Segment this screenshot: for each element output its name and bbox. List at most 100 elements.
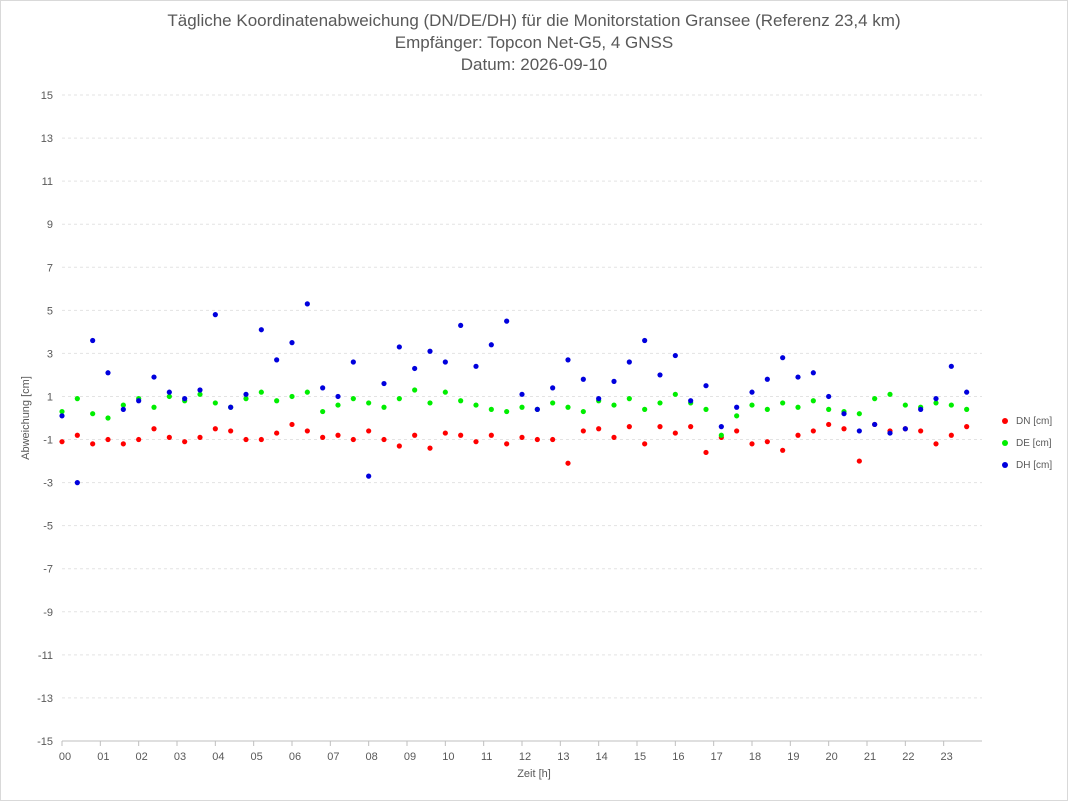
y-tick-label: -5 <box>43 521 53 533</box>
x-tick-label: 01 <box>97 751 109 763</box>
data-point-de <box>320 408 326 415</box>
data-point-de <box>212 400 218 406</box>
data-point-dh <box>258 327 264 333</box>
y-tick-label: 7 <box>47 262 53 274</box>
data-point-de <box>90 411 96 417</box>
y-tick-label: 9 <box>47 219 53 231</box>
data-point-de <box>795 404 801 410</box>
data-point-dn <box>933 441 939 447</box>
x-tick-label: 13 <box>557 751 569 763</box>
data-point-de <box>948 402 954 408</box>
data-point-dh <box>550 385 556 391</box>
x-tick-label: 22 <box>902 751 914 763</box>
x-tick-label: 19 <box>787 751 799 763</box>
data-point-dn <box>197 434 203 440</box>
data-point-dn <box>442 430 448 436</box>
data-point-dn <box>258 436 264 443</box>
data-point-dn <box>841 426 847 432</box>
data-point-dn <box>320 434 326 440</box>
data-point-dn <box>504 441 510 447</box>
chart-titles: Tägliche Koordinatenabweichung (DN/DE/DH… <box>0 10 1068 76</box>
data-point-dn <box>688 424 694 430</box>
y-tick-label: -7 <box>43 564 53 576</box>
data-point-dh <box>795 374 801 380</box>
data-point-dn <box>749 441 755 447</box>
data-point-dn <box>59 439 65 445</box>
data-point-dn <box>274 430 280 436</box>
legend-marker-de <box>1002 440 1008 446</box>
data-point-de <box>780 400 786 406</box>
data-point-de <box>872 396 878 402</box>
data-point-de <box>412 387 418 393</box>
data-point-dn <box>366 428 372 434</box>
data-point-dh <box>105 370 111 376</box>
y-tick-label: -1 <box>43 435 53 447</box>
data-point-dh <box>90 337 96 344</box>
data-point-dh <box>749 389 755 395</box>
data-point-dn <box>550 436 556 443</box>
data-point-de <box>749 402 755 408</box>
y-tick-label: 3 <box>47 348 53 360</box>
data-point-de <box>611 402 617 408</box>
data-point-dh <box>412 365 418 372</box>
data-point-dn <box>304 428 310 434</box>
data-point-dn <box>335 432 341 438</box>
legend-marker-dh <box>1002 462 1008 468</box>
data-point-dn <box>795 432 801 438</box>
x-tick-label: 11 <box>481 751 492 763</box>
data-point-de <box>703 406 709 412</box>
data-point-dn <box>672 430 678 436</box>
data-point-de <box>458 398 464 404</box>
data-point-de <box>734 413 740 419</box>
data-point-dn <box>856 458 862 464</box>
legend-item-dh: DH [cm] <box>1002 454 1052 476</box>
data-point-de <box>350 396 356 402</box>
data-point-dn <box>826 421 832 428</box>
data-point-dh <box>396 344 402 350</box>
legend-marker-dn <box>1002 418 1008 424</box>
data-point-dn <box>412 432 418 438</box>
data-point-de <box>381 404 387 410</box>
data-point-de <box>887 391 893 397</box>
x-tick-label: 23 <box>941 751 953 763</box>
data-point-de <box>396 396 402 402</box>
data-point-dn <box>626 424 632 430</box>
data-point-de <box>718 432 724 438</box>
data-point-dn <box>948 432 954 438</box>
chart-subtitle-receiver: Empfänger: Topcon Net-G5, 4 GNSS <box>394 33 674 52</box>
x-tick-label: 07 <box>327 751 339 763</box>
data-point-de <box>105 415 111 421</box>
data-point-dn <box>228 428 234 434</box>
data-point-dh <box>688 398 694 404</box>
data-point-dh <box>228 404 234 410</box>
data-point-dh <box>320 385 326 391</box>
data-point-de <box>810 398 816 404</box>
x-tick-label: 04 <box>212 751 224 763</box>
x-tick-label: 12 <box>519 751 531 763</box>
data-point-dn <box>166 434 172 440</box>
data-point-de <box>672 391 678 397</box>
data-point-dh <box>626 359 632 365</box>
x-tick-label: 17 <box>711 751 723 763</box>
data-point-dh <box>856 428 862 434</box>
chart-subtitle-date: Datum: 2026-09-10 <box>460 55 608 74</box>
data-point-dh <box>718 424 724 430</box>
data-point-dn <box>105 436 111 443</box>
data-point-dn <box>657 424 663 430</box>
y-tick-label: 13 <box>41 133 53 145</box>
data-point-dh <box>289 340 295 346</box>
x-tick-label: 20 <box>826 751 838 763</box>
data-point-dn <box>488 432 494 438</box>
data-point-dh <box>120 406 126 412</box>
data-point-dh <box>197 387 203 393</box>
data-point-dn <box>350 436 356 443</box>
y-tick-label: 11 <box>42 176 53 188</box>
y-tick-label: 1 <box>47 391 53 403</box>
data-point-de <box>366 400 372 406</box>
x-tick-label: 18 <box>749 751 761 763</box>
x-axis-label: Zeit [h] <box>517 768 551 780</box>
data-point-de <box>565 404 571 410</box>
data-point-dh <box>427 348 433 354</box>
data-point-dh <box>243 391 249 397</box>
data-point-dn <box>964 424 970 430</box>
